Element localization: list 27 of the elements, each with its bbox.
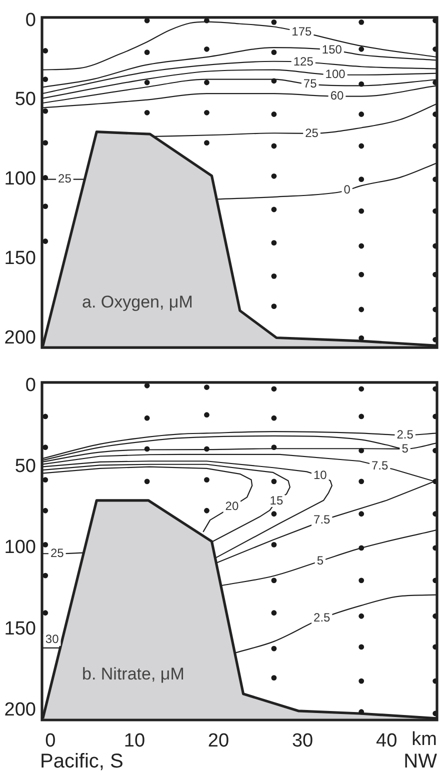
annotation: 10 [314,468,328,482]
y-tick-label: 100 [4,168,36,190]
x-axis-title: km [412,729,437,750]
annotation: 5 [316,553,324,568]
y-tick-label: 100 [4,537,36,558]
annotation: 25 [58,172,72,186]
x-tick-label: 30 [292,730,314,752]
text: a. Oxygen, μM [82,292,193,312]
x-tick-label: 0 [45,730,56,752]
text: NW [404,750,438,773]
y-tick-label: 150 [4,248,36,269]
annotation: 0 [344,182,351,197]
y-tick-label: 200 [4,699,36,720]
text: Pacific, S [40,750,124,773]
y-tick-label: 50 [14,89,36,110]
annotation: 5 [402,441,409,456]
annotation: 30 [45,632,60,646]
y-tick-label: 0 [25,374,36,396]
x-tick-label: 10 [124,730,146,752]
y-tick-label: 200 [4,327,36,348]
annotation: 25 [305,126,319,140]
text: b. Nitrate, μM [82,664,184,684]
y-tick-label: 150 [4,618,36,640]
y-tick-label: 50 [14,456,36,478]
x-tick-label: 40 [376,730,398,752]
y-tick-label: 0 [25,10,36,31]
x-tick-label: 20 [208,730,230,752]
